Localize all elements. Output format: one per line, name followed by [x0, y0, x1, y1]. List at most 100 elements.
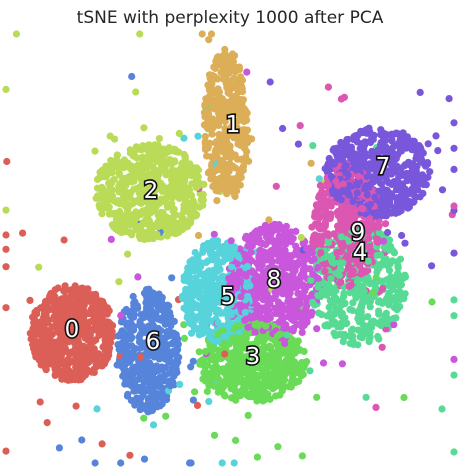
point-cluster-9 — [345, 282, 353, 291]
point-cluster-0 — [65, 295, 73, 303]
point-cluster-3 — [246, 370, 254, 378]
point-cluster-8 — [227, 237, 235, 245]
point-cluster-6 — [131, 401, 139, 409]
point-cluster-9 — [320, 224, 328, 233]
point-cluster-2 — [155, 135, 163, 143]
point-cluster-2 — [177, 211, 185, 219]
point-cluster-6 — [173, 355, 181, 363]
point-cluster-2 — [131, 174, 139, 182]
point-cluster-7 — [342, 168, 350, 177]
point-cluster-0 — [26, 296, 34, 304]
point-cluster-6 — [146, 298, 154, 306]
point-cluster-5 — [223, 295, 232, 303]
point-cluster-6 — [142, 291, 150, 299]
point-cluster-1 — [202, 108, 210, 116]
point-cluster-6 — [121, 360, 130, 368]
point-cluster-4 — [399, 291, 407, 299]
point-cluster-7 — [339, 156, 347, 164]
point-cluster-3 — [264, 377, 272, 385]
point-cluster-7 — [432, 132, 440, 140]
point-cluster-7 — [438, 186, 447, 194]
point-cluster-2 — [132, 88, 140, 96]
point-cluster-9 — [360, 238, 368, 246]
point-cluster-1 — [211, 64, 219, 72]
point-cluster-0 — [100, 322, 108, 330]
point-cluster-2 — [150, 146, 158, 154]
point-cluster-8 — [290, 309, 298, 317]
point-cluster-0 — [107, 328, 115, 336]
point-cluster-7 — [393, 194, 401, 202]
point-cluster-7 — [388, 169, 396, 177]
point-cluster-4 — [341, 330, 349, 339]
point-cluster-8 — [259, 296, 267, 304]
point-cluster-8 — [279, 273, 288, 281]
point-cluster-2 — [180, 218, 188, 226]
point-cluster-0 — [39, 358, 48, 366]
point-cluster-3 — [261, 370, 269, 379]
point-cluster-7 — [398, 231, 406, 240]
point-cluster-2 — [172, 148, 180, 156]
point-cluster-5 — [199, 248, 207, 256]
point-cluster-4 — [307, 276, 315, 284]
point-cluster-1 — [232, 109, 240, 117]
point-cluster-3 — [274, 443, 282, 451]
point-cluster-3 — [251, 384, 259, 392]
point-cluster-7 — [366, 200, 374, 208]
point-cluster-7 — [378, 211, 386, 219]
point-cluster-6 — [150, 403, 158, 411]
point-cluster-8 — [266, 231, 274, 239]
point-cluster-3 — [180, 334, 188, 342]
point-cluster-1 — [203, 152, 211, 160]
point-cluster-6 — [186, 459, 194, 467]
point-cluster-8 — [229, 272, 237, 280]
point-cluster-3 — [274, 332, 282, 340]
point-cluster-2 — [163, 220, 171, 228]
point-cluster-0 — [105, 347, 113, 355]
point-cluster-9 — [354, 172, 362, 180]
point-cluster-3 — [262, 358, 270, 367]
point-cluster-5 — [205, 317, 213, 325]
point-cluster-5 — [241, 308, 249, 316]
point-cluster-8 — [288, 300, 296, 309]
point-cluster-5 — [244, 292, 252, 300]
point-cluster-4 — [316, 292, 324, 300]
point-cluster-2 — [151, 206, 159, 214]
point-cluster-2 — [149, 163, 157, 171]
point-cluster-4 — [375, 307, 383, 315]
point-cluster-2 — [159, 145, 167, 153]
point-cluster-5 — [198, 318, 206, 326]
point-cluster-1 — [229, 119, 238, 127]
point-cluster-2 — [165, 147, 173, 155]
point-cluster-4 — [309, 299, 317, 307]
point-cluster-7 — [403, 177, 411, 185]
point-cluster-7 — [327, 173, 336, 181]
point-cluster-2 — [144, 216, 152, 224]
point-cluster-9 — [365, 215, 373, 223]
point-cluster-5 — [194, 132, 202, 140]
point-cluster-7 — [367, 173, 375, 181]
point-cluster-3 — [214, 355, 222, 363]
point-cluster-0 — [19, 229, 27, 237]
point-cluster-1 — [214, 163, 223, 172]
point-cluster-7 — [450, 144, 458, 152]
point-cluster-2 — [162, 199, 170, 207]
point-cluster-8 — [236, 245, 244, 253]
point-cluster-7 — [386, 190, 394, 198]
point-cluster-3 — [211, 368, 219, 376]
point-cluster-6 — [170, 329, 178, 337]
point-cluster-7 — [343, 188, 351, 197]
point-cluster-7 — [392, 209, 400, 217]
point-cluster-4 — [357, 302, 365, 310]
point-cluster-1 — [208, 104, 216, 112]
point-cluster-6 — [122, 305, 130, 314]
point-cluster-3 — [259, 347, 267, 355]
point-cluster-3 — [210, 431, 219, 439]
point-cluster-8 — [319, 359, 328, 367]
point-cluster-7 — [266, 78, 274, 86]
point-cluster-4 — [328, 254, 336, 262]
point-cluster-3 — [253, 453, 261, 461]
point-cluster-0 — [58, 320, 66, 328]
point-cluster-8 — [287, 264, 295, 272]
point-cluster-1 — [227, 187, 235, 195]
point-cluster-3 — [287, 340, 295, 348]
